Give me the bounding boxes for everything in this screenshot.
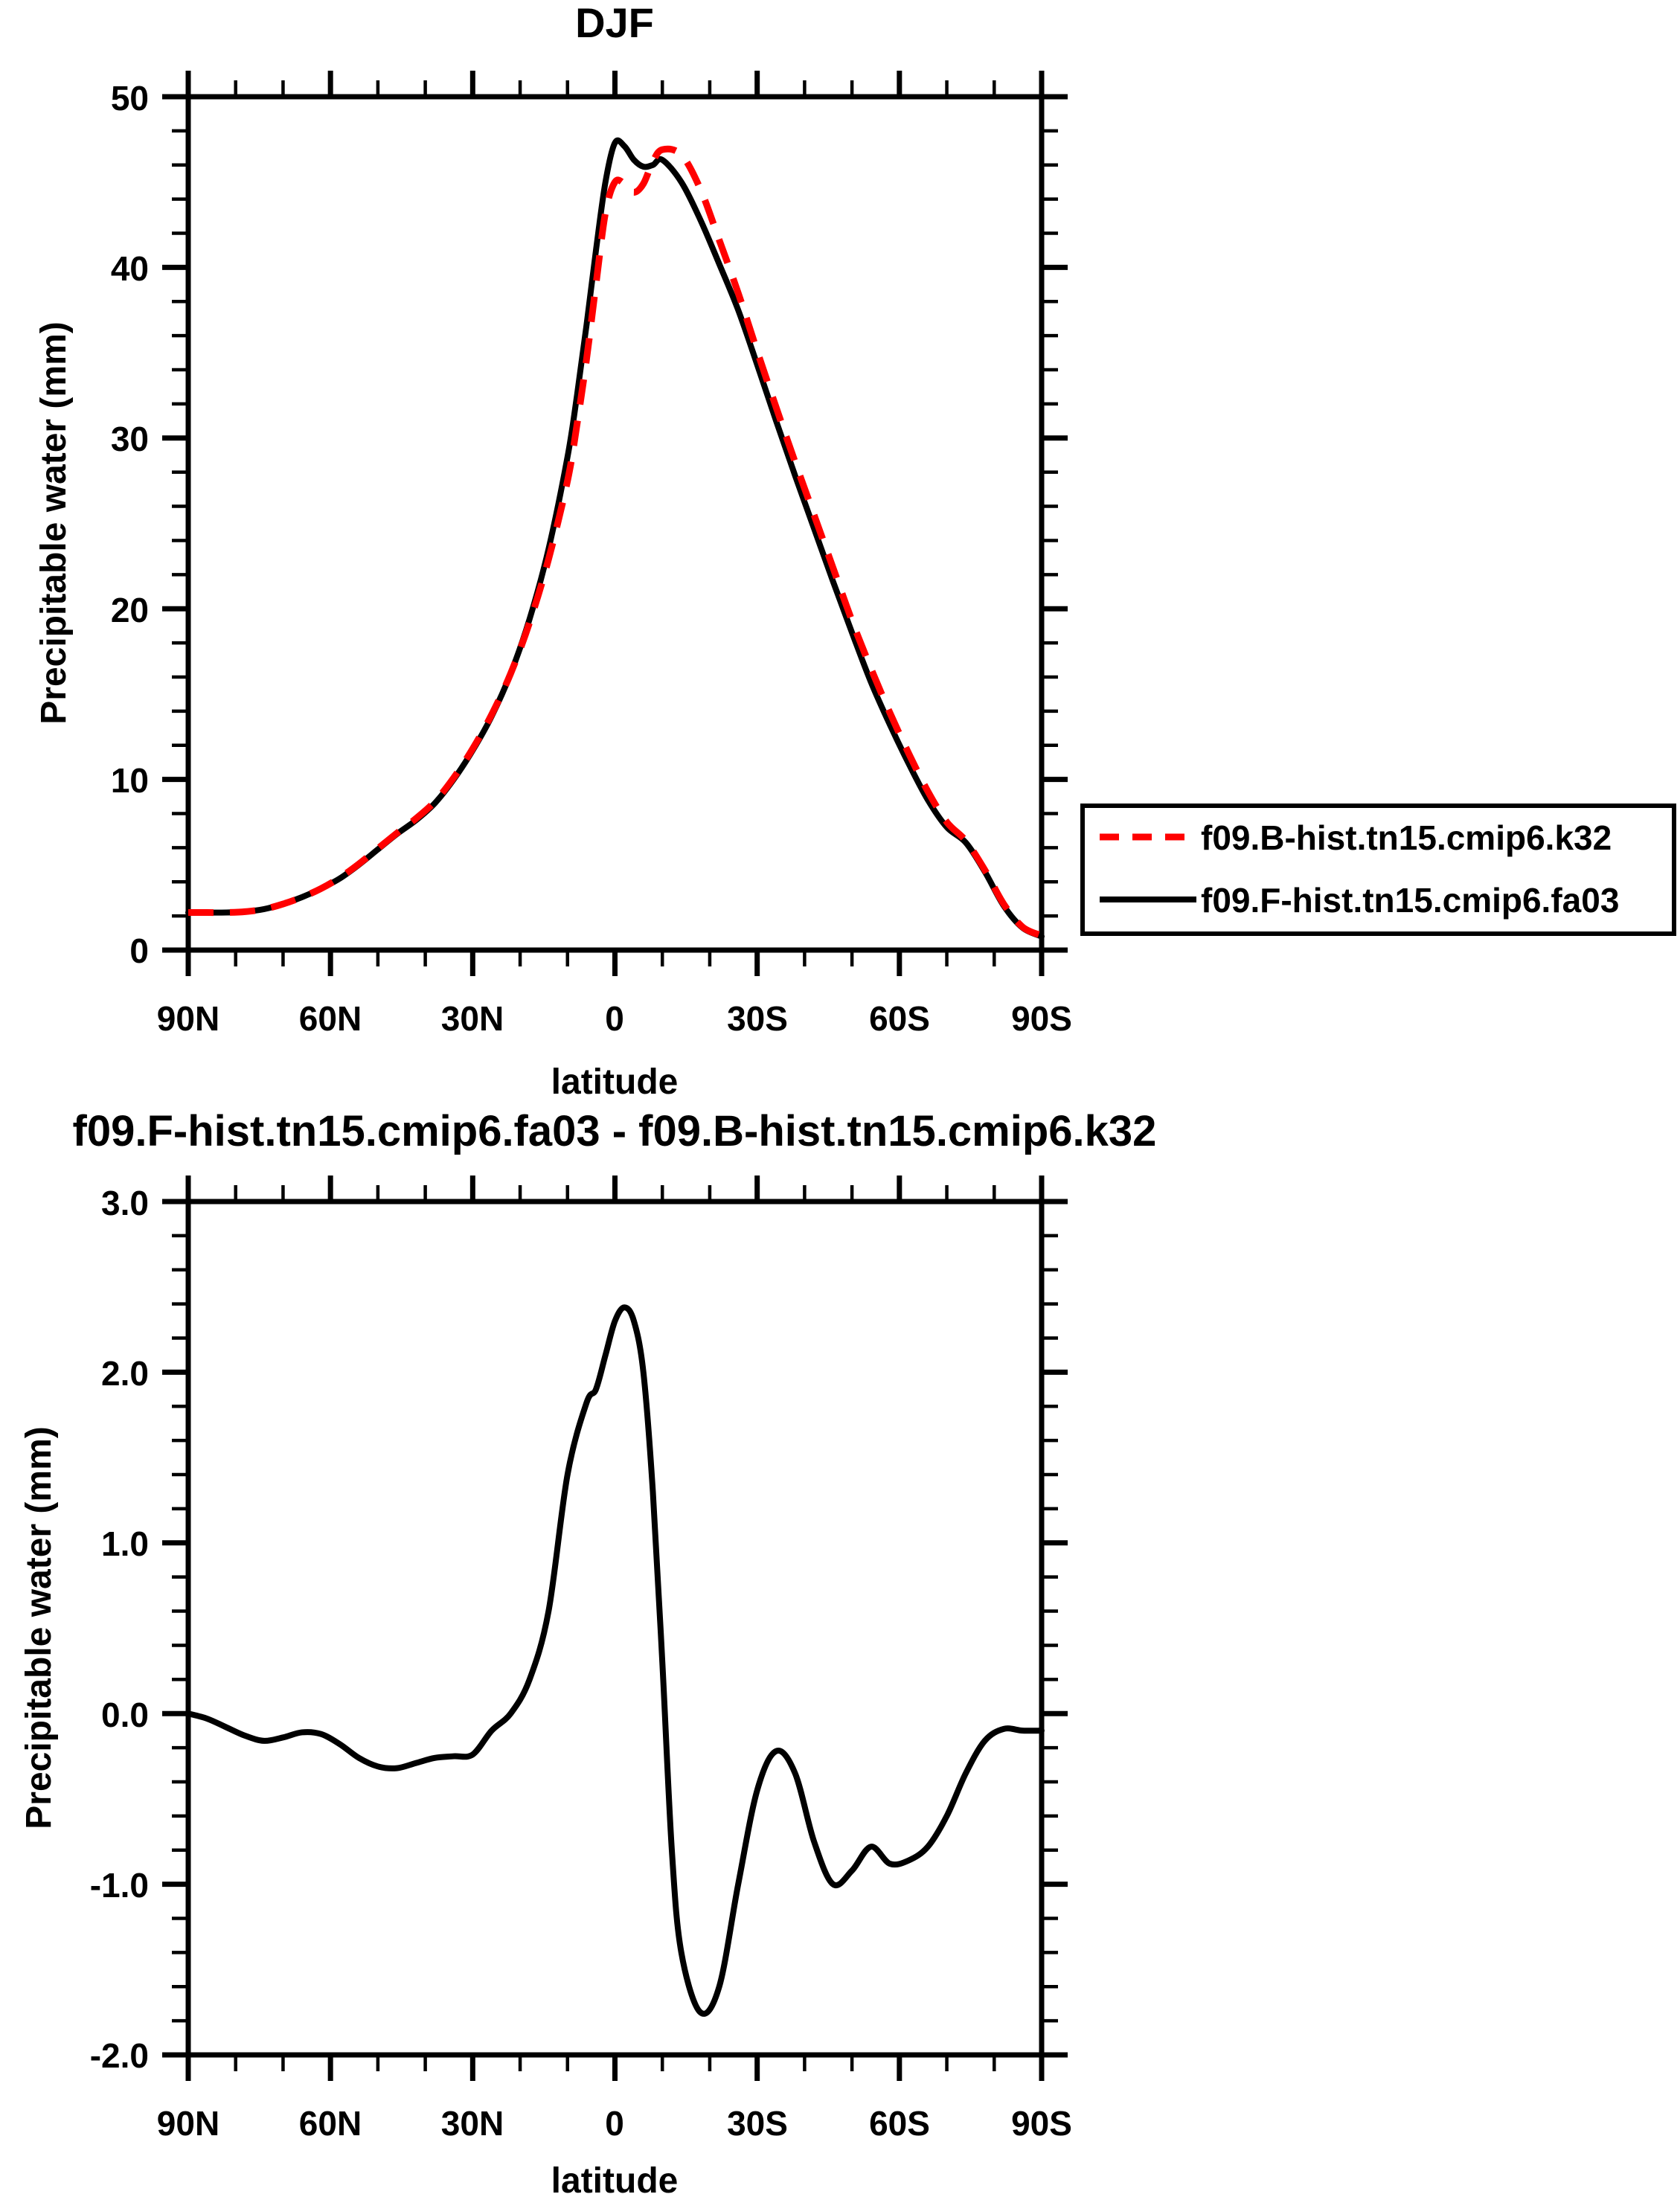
bottom-panel-ylabel: Precipitable water (mm) xyxy=(19,1426,59,1829)
legend-label-b-hist: f09.B-hist.tn15.cmip6.k32 xyxy=(1201,818,1612,857)
top-y-tick-0: 0 xyxy=(129,931,149,970)
top-x-tick-30s: 30S xyxy=(727,999,788,1038)
legend-box xyxy=(1080,804,1676,936)
top-y-tick-50: 50 xyxy=(111,79,149,118)
top-x-tick-0: 0 xyxy=(605,999,624,1038)
bottom-panel-x-axis: 90N 60N 30N 0 30S 60S 90S latitude xyxy=(157,1176,1072,2197)
bottom-y-tick-2: 2.0 xyxy=(101,1354,149,1393)
top-panel-x-axis: 90N 60N 30N 0 30S 60S 90S latitude xyxy=(157,71,1072,1102)
bottom-y-tick-neg2: -2.0 xyxy=(90,2036,149,2075)
bottom-x-tick-30n: 30N xyxy=(441,2104,504,2143)
top-y-tick-40: 40 xyxy=(111,249,149,288)
series-line-b-hist xyxy=(187,145,1043,939)
bottom-panel-xlabel: latitude xyxy=(551,2161,679,2197)
top-panel: DJF 50 40 30 20 10 0 Precipitable water … xyxy=(34,0,1072,1102)
bottom-y-tick-1: 1.0 xyxy=(101,1524,149,1563)
difference-title: f09.F-hist.tn15.cmip6.fa03 - f09.B-hist.… xyxy=(73,1107,1157,1155)
top-y-tick-10: 10 xyxy=(111,761,149,800)
bottom-x-tick-90n: 90N xyxy=(157,2104,219,2143)
top-panel-ylabel: Precipitable water (mm) xyxy=(34,321,74,725)
legend-label-f-hist: f09.F-hist.tn15.cmip6.fa03 xyxy=(1201,881,1619,920)
top-x-tick-90s: 90S xyxy=(1011,999,1072,1038)
bottom-panel: 3.0 2.0 1.0 0.0 -1.0 -2.0 Precipitable w… xyxy=(19,1176,1072,2197)
top-x-tick-60s: 60S xyxy=(869,999,930,1038)
top-panel-xlabel: latitude xyxy=(551,1062,679,1102)
bottom-x-tick-60n: 60N xyxy=(299,2104,362,2143)
bottom-panel-y-axis: 3.0 2.0 1.0 0.0 -1.0 -2.0 Precipitable w… xyxy=(19,1184,1068,2075)
bottom-y-tick-0: 0.0 xyxy=(101,1696,149,1734)
top-x-tick-30n: 30N xyxy=(441,999,504,1038)
top-y-tick-30: 30 xyxy=(111,420,149,458)
bottom-x-tick-60s: 60S xyxy=(869,2104,930,2143)
bottom-x-tick-0: 0 xyxy=(605,2104,624,2143)
bottom-x-tick-90s: 90S xyxy=(1011,2104,1072,2143)
bottom-y-tick-neg1: -1.0 xyxy=(90,1866,149,1905)
top-x-tick-90n: 90N xyxy=(157,999,219,1038)
top-y-tick-20: 20 xyxy=(111,591,149,629)
top-panel-title: DJF xyxy=(575,0,654,46)
legend: f09.B-hist.tn15.cmip6.k32 f09.F-hist.tn1… xyxy=(1080,804,1676,936)
top-panel-frame xyxy=(185,94,1045,953)
bottom-y-tick-3: 3.0 xyxy=(101,1184,149,1222)
series-line-difference xyxy=(185,1304,1045,2017)
top-x-tick-60n: 60N xyxy=(299,999,362,1038)
top-panel-y-axis: 50 40 30 20 10 0 Precipitable water (mm) xyxy=(34,79,1068,970)
series-line-f-hist xyxy=(185,137,1045,940)
bottom-x-tick-30s: 30S xyxy=(727,2104,788,2143)
